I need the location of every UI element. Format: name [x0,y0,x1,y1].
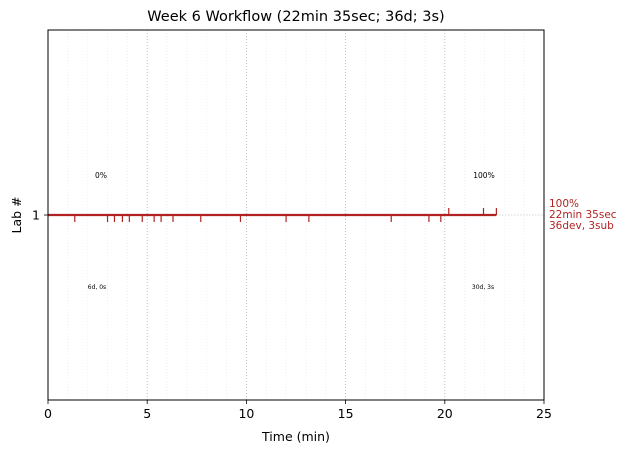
summary-duration: 22min 35sec [549,209,617,221]
x-tick-label: 20 [437,406,453,421]
x-tick-label: 10 [238,406,254,421]
y-tick-label: 1 [32,208,40,223]
summary-counts: 36dev, 3sub [549,220,614,232]
end-percent-label: 100% [473,171,494,180]
start-counts-label: 6d, 0s [88,284,106,291]
x-tick-label: 15 [338,406,354,421]
series-marks [48,208,544,222]
chart-title: Week 6 Workflow (22min 35sec; 36d; 3s) [147,9,444,25]
x-axis: 0 5 10 15 20 25 [44,400,552,421]
x-axis-label: Time (min) [261,429,330,444]
start-percent-label: 0% [95,171,107,180]
end-counts-label: 30d, 3s [472,284,494,291]
y-axis-label: Lab # [9,196,24,233]
x-tick-label: 0 [44,406,52,421]
x-tick-label: 25 [536,406,552,421]
y-axis: 1 [32,208,48,223]
summary-percent: 100% [549,198,579,210]
x-tick-label: 5 [143,406,151,421]
